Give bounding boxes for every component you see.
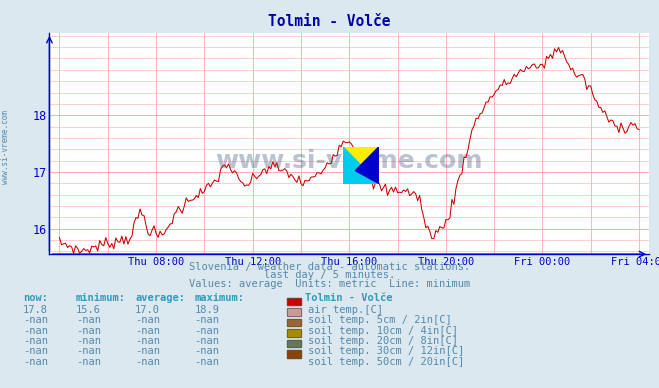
Text: -nan: -nan	[76, 315, 101, 325]
Text: -nan: -nan	[194, 315, 219, 325]
Text: soil temp. 10cm / 4in[C]: soil temp. 10cm / 4in[C]	[308, 326, 459, 336]
Text: www.si-vreme.com: www.si-vreme.com	[215, 149, 483, 173]
Text: air temp.[C]: air temp.[C]	[308, 305, 384, 315]
Text: Slovenia / weather data - automatic stations.: Slovenia / weather data - automatic stat…	[189, 262, 470, 272]
Text: -nan: -nan	[76, 336, 101, 346]
Text: -nan: -nan	[194, 336, 219, 346]
Text: www.si-vreme.com: www.si-vreme.com	[1, 111, 10, 184]
Text: average:: average:	[135, 293, 185, 303]
Text: Values: average  Units: metric  Line: minimum: Values: average Units: metric Line: mini…	[189, 279, 470, 289]
Text: -nan: -nan	[23, 326, 48, 336]
Text: -nan: -nan	[135, 357, 160, 367]
Text: -nan: -nan	[23, 346, 48, 357]
Text: Tolmin - Volče: Tolmin - Volče	[268, 14, 391, 29]
Text: -nan: -nan	[23, 336, 48, 346]
Text: -nan: -nan	[194, 346, 219, 357]
Text: -nan: -nan	[76, 357, 101, 367]
Text: -nan: -nan	[135, 315, 160, 325]
Text: Tolmin - Volče: Tolmin - Volče	[305, 293, 393, 303]
Text: -nan: -nan	[23, 315, 48, 325]
Text: -nan: -nan	[194, 357, 219, 367]
Text: -nan: -nan	[76, 346, 101, 357]
Text: -nan: -nan	[76, 326, 101, 336]
Text: 17.0: 17.0	[135, 305, 160, 315]
Text: now:: now:	[23, 293, 48, 303]
Text: -nan: -nan	[194, 326, 219, 336]
Text: -nan: -nan	[23, 357, 48, 367]
Text: -nan: -nan	[135, 326, 160, 336]
Text: maximum:: maximum:	[194, 293, 244, 303]
Polygon shape	[343, 147, 379, 184]
Text: soil temp. 50cm / 20in[C]: soil temp. 50cm / 20in[C]	[308, 357, 465, 367]
Text: soil temp. 5cm / 2in[C]: soil temp. 5cm / 2in[C]	[308, 315, 452, 325]
Polygon shape	[343, 147, 379, 184]
Text: 17.8: 17.8	[23, 305, 48, 315]
Text: last day / 5 minutes.: last day / 5 minutes.	[264, 270, 395, 281]
Text: -nan: -nan	[135, 346, 160, 357]
Text: soil temp. 20cm / 8in[C]: soil temp. 20cm / 8in[C]	[308, 336, 459, 346]
Polygon shape	[355, 147, 379, 184]
Text: -nan: -nan	[135, 336, 160, 346]
Text: 15.6: 15.6	[76, 305, 101, 315]
Text: 18.9: 18.9	[194, 305, 219, 315]
Text: soil temp. 30cm / 12in[C]: soil temp. 30cm / 12in[C]	[308, 346, 465, 357]
Text: minimum:: minimum:	[76, 293, 126, 303]
